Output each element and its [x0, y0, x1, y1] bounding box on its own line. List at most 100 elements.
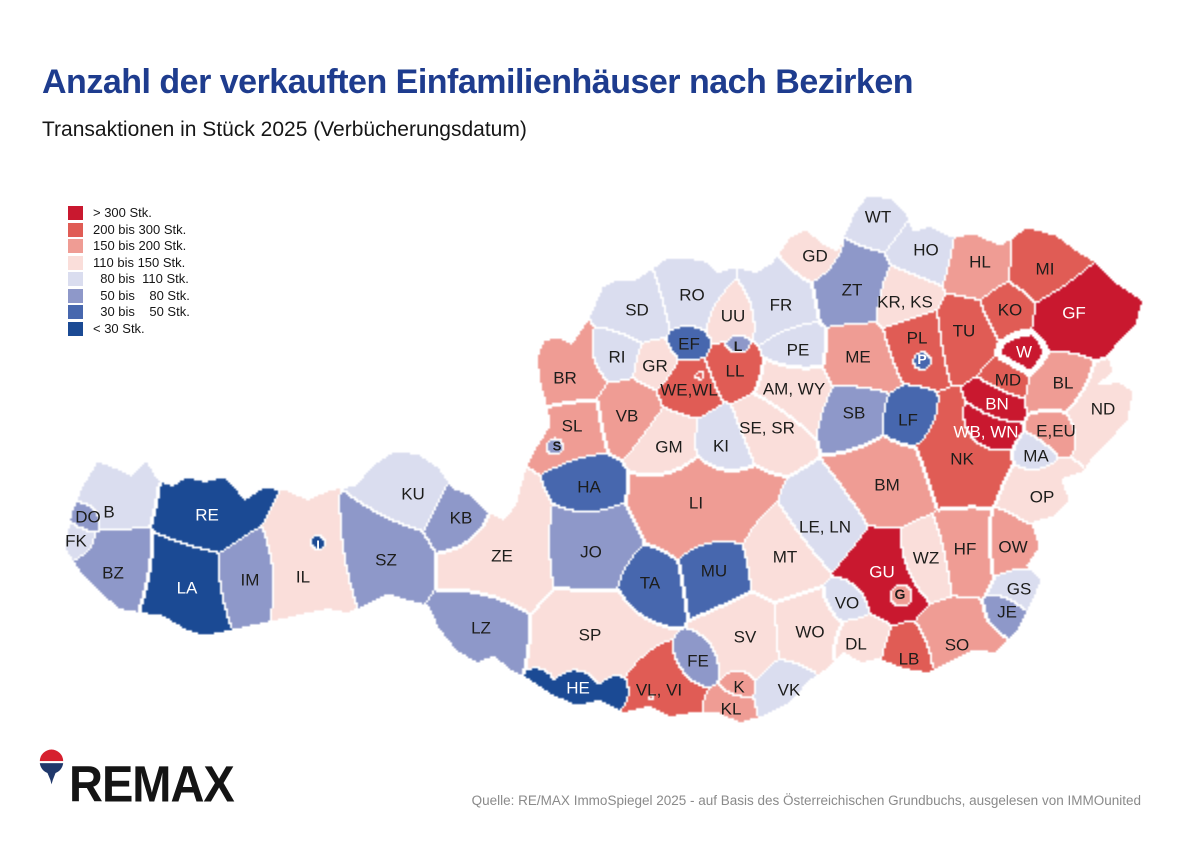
district-label-gf: GF — [1062, 303, 1086, 323]
district-label-so: SO — [944, 635, 970, 655]
legend-swatch — [68, 222, 83, 237]
legend-label: 30 bis 50 Stk. — [93, 304, 190, 320]
district-label-bn: BN — [985, 394, 1009, 414]
district-label-l: L — [733, 338, 743, 354]
legend-item: > 300 Stk. — [68, 205, 190, 222]
district-label-br: BR — [553, 368, 577, 388]
district-label-i: I — [316, 537, 320, 553]
district-label-sb: SB — [842, 403, 866, 423]
austria-map: B DO FK BZ RE LA IM I IL SZ KU KB LZ ZE JO TA HA S SL BR RI S… — [60, 185, 1150, 770]
district-label-sv: SV — [733, 627, 757, 647]
district-label-k: K — [733, 677, 745, 697]
district-label-uu: UU — [720, 306, 746, 326]
legend-item: 80 bis 110 Stk. — [68, 271, 190, 288]
legend-swatch — [68, 255, 83, 270]
legend-label: 110 bis 150 Stk. — [93, 254, 186, 270]
district-label-vo: VO — [834, 593, 860, 613]
district-label-wb-wn: WB, WN — [953, 422, 1019, 442]
district-label-mt: MT — [772, 547, 798, 567]
legend-label: < 30 Stk. — [93, 320, 145, 336]
district-label-ha: HA — [577, 477, 601, 497]
district-label-b: B — [103, 502, 115, 522]
district-label-we-wl: WE,WL — [660, 380, 718, 400]
district-label-fr: FR — [769, 295, 793, 315]
district-label-lz: LZ — [471, 618, 491, 638]
district-label-zt: ZT — [841, 280, 863, 300]
district-label-ho: HO — [913, 240, 939, 260]
remax-wordmark: REMAX — [69, 754, 235, 813]
legend-swatch — [68, 321, 83, 336]
district-label-ta: TA — [639, 573, 661, 593]
legend: > 300 Stk. 200 bis 300 Stk. 150 bis 200 St… — [68, 205, 190, 337]
district-label-ko: KO — [997, 300, 1023, 320]
legend-label: 50 bis 80 Stk. — [93, 287, 190, 303]
district-label-op: OP — [1029, 487, 1055, 507]
district-label-li: LI — [688, 493, 704, 513]
district-label-me: ME — [845, 347, 871, 367]
district-label-bm: BM — [874, 475, 900, 495]
legend-label: 150 bis 200 Stk. — [93, 238, 187, 254]
district-label-bl: BL — [1052, 373, 1074, 393]
austria-map-canvas — [60, 185, 1150, 770]
district-label-gm: GM — [655, 437, 683, 457]
legend-item: 200 bis 300 Stk. — [68, 222, 190, 239]
district-label-pl: PL — [906, 328, 928, 348]
district-label-lf: LF — [898, 410, 918, 430]
legend-swatch — [68, 206, 83, 221]
legend-item: 110 bis 150 Stk. — [68, 255, 190, 272]
legend-swatch — [68, 305, 83, 320]
page-title: Anzahl der verkauften Einfamilienhäuser … — [42, 63, 914, 101]
district-label-il: IL — [295, 567, 311, 587]
district-label-vk: VK — [777, 680, 801, 700]
district-label-sp: SP — [578, 625, 602, 645]
district-label-kb: KB — [449, 508, 473, 528]
district-label-ri: RI — [608, 347, 626, 367]
legend-item: 30 bis 50 Stk. — [68, 304, 190, 321]
district-label-ze: ZE — [491, 546, 513, 566]
legend-label: > 300 Stk. — [93, 205, 152, 221]
district-label-vl-vi: VL, VI — [635, 680, 683, 700]
district-label-hl: HL — [969, 252, 991, 272]
legend-swatch — [68, 288, 83, 303]
district-label-je: JE — [997, 602, 1017, 622]
district-label-gd: GD — [802, 246, 828, 266]
district-label-w: W — [1015, 342, 1033, 362]
remax-balloon-icon — [39, 749, 64, 785]
district-label-g: G — [894, 586, 906, 602]
district-label-ki: KI — [712, 436, 730, 456]
district-label-re: RE — [195, 505, 219, 525]
legend-swatch — [68, 272, 83, 287]
district-label-kl: KL — [720, 699, 742, 719]
legend-label: 80 bis 110 Stk. — [93, 271, 189, 287]
district-label-ef: EF — [678, 334, 700, 354]
district-label-sl: SL — [561, 416, 583, 436]
district-label-e-eu: E,EU — [1036, 421, 1076, 441]
district-label-do: DO — [75, 507, 101, 527]
district-label-lb: LB — [898, 649, 920, 669]
district-label-bz: BZ — [102, 563, 124, 583]
district-label-gu: GU — [869, 562, 895, 582]
district-label-s: S — [552, 438, 562, 454]
legend-swatch — [68, 239, 83, 254]
district-label-sd: SD — [625, 300, 649, 320]
district-label-jo: JO — [580, 542, 602, 562]
page-subtitle: Transaktionen in Stück 2025 (Verbücherun… — [42, 118, 527, 141]
district-label-hf: HF — [953, 539, 977, 559]
district-label-se-sr: SE, SR — [739, 418, 795, 438]
district-label-tu: TU — [952, 321, 976, 341]
district-label-ku: KU — [401, 484, 425, 504]
district-label-wt: WT — [864, 207, 892, 227]
district-label-dl: DL — [845, 634, 867, 654]
district-label-kr-ks: KR, KS — [877, 292, 933, 312]
district-label-ro: RO — [679, 285, 705, 305]
district-label-gr: GR — [642, 356, 668, 376]
district-label-gs: GS — [1006, 579, 1032, 599]
legend-label: 200 bis 300 Stk. — [93, 221, 187, 237]
district-label-la: LA — [176, 578, 198, 598]
district-label-le-ln: LE, LN — [799, 517, 851, 537]
district-label-wz: WZ — [912, 548, 940, 568]
district-label-mu: MU — [700, 561, 728, 581]
source-text: Quelle: RE/MAX ImmoSpiegel 2025 - auf Ba… — [471, 793, 1141, 808]
district-label-pe: PE — [786, 340, 810, 360]
district-label-wo: WO — [795, 622, 825, 642]
